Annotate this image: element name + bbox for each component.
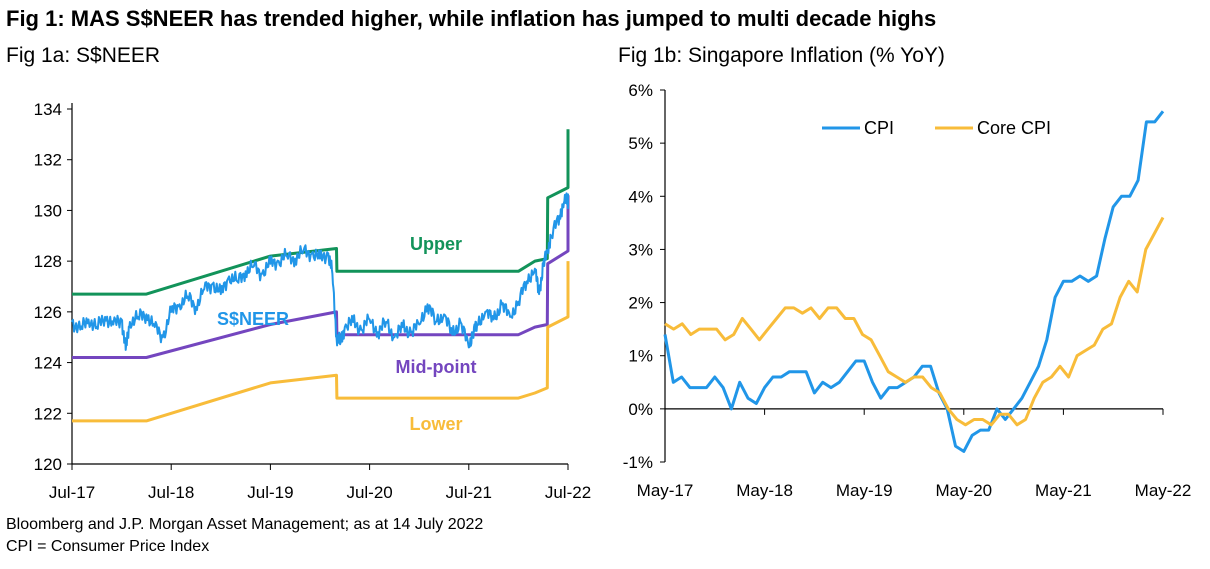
y-tick-label: 6%: [628, 81, 653, 100]
y-tick-label: 122: [34, 404, 62, 423]
legend-label-cpi-line: CPI: [864, 118, 894, 138]
chart-1b-title: Fig 1b: Singapore Inflation (% YoY): [618, 44, 945, 67]
y-tick-label: 128: [34, 252, 62, 271]
x-tick-label: Jul-22: [545, 483, 591, 502]
upper-band-line: [72, 129, 570, 296]
lower-band-line: [72, 261, 570, 423]
mid-point-line: [72, 195, 570, 359]
y-tick-label: 134: [34, 100, 62, 119]
y-tick-label: 3%: [628, 240, 653, 259]
x-tick-label: May-17: [637, 481, 694, 500]
x-tick-label: May-21: [1035, 481, 1092, 500]
y-tick-label: 5%: [628, 134, 653, 153]
core-cpi-line: [664, 216, 1165, 427]
x-tick-label: Jul-19: [247, 483, 293, 502]
x-tick-label: Jul-18: [148, 483, 194, 502]
sneer-annotation: S$NEER: [217, 309, 289, 329]
upper-annotation: Upper: [410, 234, 462, 254]
y-tick-label: 120: [34, 455, 62, 474]
sneer-chart: 120 122 124 126 128 130 132 134 Jul-17 Jul-18 Jul-…: [34, 100, 592, 502]
y-tick-label: 4%: [628, 187, 653, 206]
x-tick-label: Jul-20: [346, 483, 392, 502]
y-tick-label: 130: [34, 201, 62, 220]
x-tick-label: May-19: [836, 481, 893, 500]
y-tick-label: 1%: [628, 347, 653, 366]
x-tick-label: Jul-21: [446, 483, 492, 502]
x-tick-label: May-18: [736, 481, 793, 500]
y-tick-label: -1%: [623, 453, 653, 472]
x-tick-label: May-22: [1135, 481, 1192, 500]
cpi-line: [663, 110, 1165, 453]
x-tick-label: Jul-17: [49, 483, 95, 502]
legend-label-core-cpi-line: Core CPI: [977, 118, 1051, 138]
main-title: Fig 1: MAS S$NEER has trended higher, wh…: [6, 6, 937, 31]
sneer-line: [71, 192, 569, 351]
y-tick-label: 0%: [628, 400, 653, 419]
chart-1a-title: Fig 1a: S$NEER: [6, 44, 161, 67]
y-tick-label: 132: [34, 151, 62, 170]
mid-point-annotation: Mid-point: [396, 357, 477, 377]
lower-annotation: Lower: [409, 414, 462, 434]
y-tick-label: 126: [34, 303, 62, 322]
source-note: Bloomberg and J.P. Morgan Asset Manageme…: [6, 516, 484, 533]
cpi-definition-note: CPI = Consumer Price Index: [6, 538, 210, 555]
x-tick-label: May-20: [935, 481, 992, 500]
y-tick-label: 2%: [628, 294, 653, 313]
y-tick-label: 124: [34, 354, 62, 373]
